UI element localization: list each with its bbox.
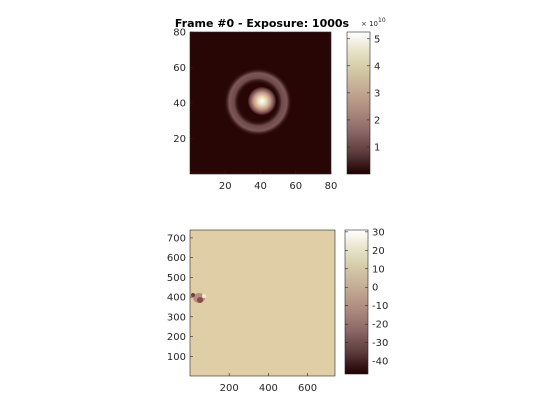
- y-tick-label: 100: [167, 352, 186, 363]
- heatmap-bottom-frame: [189, 229, 336, 377]
- heatmap-top: [189, 31, 332, 175]
- colorbar-top-ticks: 1 2 3 4 5: [347, 34, 380, 153]
- colorbar-tick-label: 1: [374, 142, 380, 153]
- colorbar-tick-label: 3: [374, 88, 380, 99]
- y-tick-label: 60: [173, 63, 186, 74]
- colorbar-tick-label: 30: [372, 227, 385, 238]
- colorbar-tick-label: 0: [372, 283, 378, 294]
- x-tick-label: 400: [259, 383, 278, 394]
- y-tick-label: 200: [167, 332, 186, 343]
- heatmap-bottom-feature: [191, 293, 206, 303]
- y-tick-label: 600: [167, 253, 186, 264]
- chart-top-x-ticks: 20 40 60 80: [219, 171, 337, 192]
- colorbar-top-exponent: × 1010: [361, 17, 386, 28]
- x-tick-label: 20: [219, 181, 232, 192]
- chart-top-title: Frame #0 - Exposure: 1000s: [175, 17, 350, 30]
- colorbar-tick-label: 20: [372, 246, 385, 257]
- x-tick-label: 200: [220, 383, 239, 394]
- x-tick-label: 80: [325, 181, 338, 192]
- y-tick-label: 700: [167, 233, 186, 244]
- colorbar-bottom-gradient: [344, 229, 369, 375]
- y-tick-label: 40: [173, 99, 186, 110]
- colorbar-tick-label: -10: [372, 301, 388, 312]
- colorbar-tick-label: -20: [372, 320, 388, 331]
- colorbar-bottom-ticks: 30 20 10 0 -10 -20 -30 -40: [345, 227, 388, 368]
- y-tick-label: 20: [173, 134, 186, 145]
- heatmap-top-peak: [248, 87, 276, 115]
- colorbar-bottom: 30 20 10 0 -10 -20 -30 -40: [344, 227, 388, 375]
- chart-top-y-ticks: 20 40 60 80: [173, 28, 193, 145]
- chart-bottom-y-ticks: 100 200 300 400 500 600 700: [167, 233, 193, 363]
- y-tick-label: 400: [167, 293, 186, 304]
- colorbar-top-gradient: [346, 31, 371, 175]
- heatmap-bottom-background: [190, 230, 335, 376]
- y-tick-label: 300: [167, 312, 186, 323]
- colorbar-tick-label: 4: [374, 61, 380, 72]
- chart-bottom-x-ticks: 200 400 600: [220, 373, 317, 394]
- colorbar-tick-label: -40: [372, 357, 388, 368]
- colorbar-tick-label: 10: [372, 264, 385, 275]
- colorbar-tick-label: 5: [374, 34, 380, 45]
- y-tick-label: 80: [173, 28, 186, 39]
- colorbar-tick-label: 2: [374, 115, 380, 126]
- x-tick-label: 40: [254, 181, 267, 192]
- x-tick-label: 60: [289, 181, 302, 192]
- colorbar-top: 1 2 3 4 5 × 1010: [346, 17, 386, 175]
- x-tick-label: 600: [298, 383, 317, 394]
- chart-top: Frame #0 - Exposure: 1000s 20 40 60 80 20 40…: [173, 17, 386, 192]
- colorbar-tick-label: -30: [372, 338, 388, 349]
- y-tick-label: 500: [167, 273, 186, 284]
- heatmap-bottom: [189, 229, 336, 377]
